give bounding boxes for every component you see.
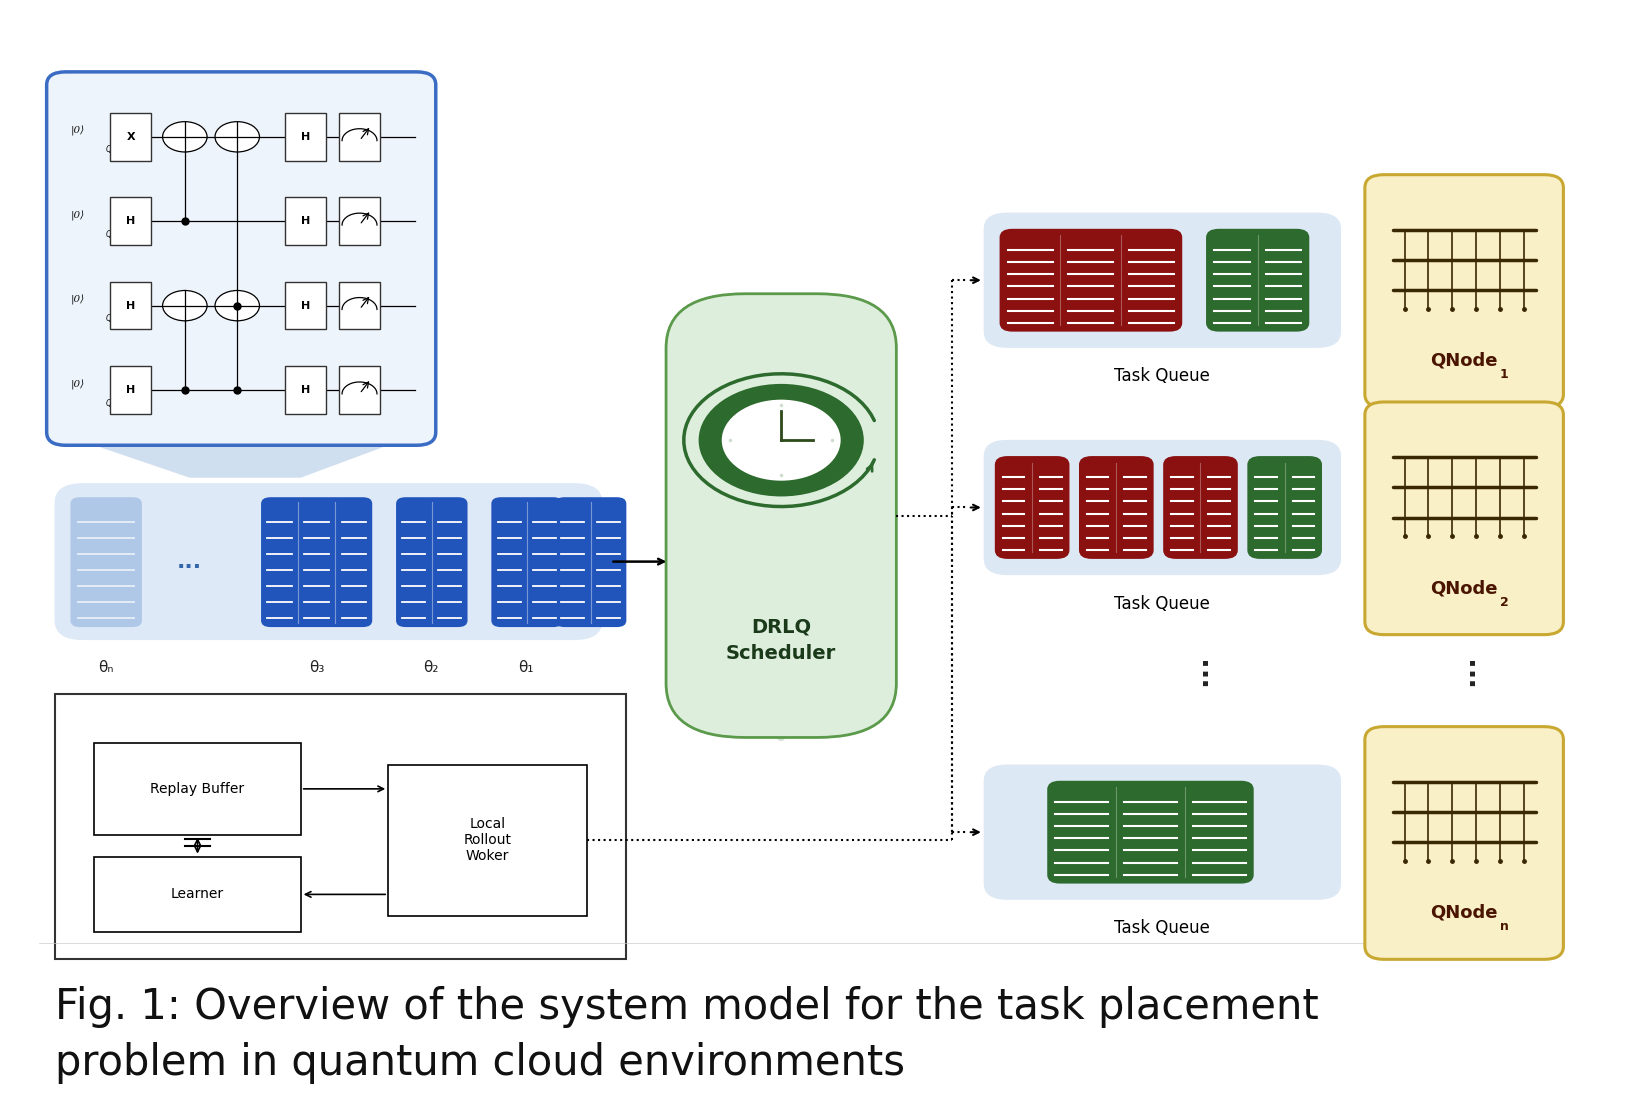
Text: |0⟩: |0⟩ — [70, 379, 85, 389]
Bar — [95, 743, 301, 835]
Text: Q0: Q0 — [105, 146, 116, 155]
FancyBboxPatch shape — [54, 483, 602, 641]
Text: Replay Buffer: Replay Buffer — [151, 782, 245, 796]
Text: H: H — [301, 385, 311, 395]
Text: |0⟩: |0⟩ — [70, 295, 85, 306]
Text: Local
Rollout
Woker: Local Rollout Woker — [463, 817, 512, 864]
FancyBboxPatch shape — [983, 440, 1342, 575]
FancyBboxPatch shape — [983, 212, 1342, 348]
Bar — [54, 694, 627, 960]
Circle shape — [721, 399, 841, 480]
Text: n: n — [1500, 921, 1508, 933]
Text: QNode: QNode — [1430, 904, 1499, 922]
Bar — [95, 856, 301, 932]
FancyBboxPatch shape — [491, 497, 563, 627]
Text: Learner: Learner — [172, 887, 224, 902]
Polygon shape — [95, 445, 388, 478]
FancyBboxPatch shape — [995, 456, 1070, 559]
Bar — [285, 281, 326, 329]
FancyBboxPatch shape — [47, 72, 435, 445]
Text: Task Queue: Task Queue — [1114, 595, 1211, 613]
Circle shape — [214, 290, 260, 320]
Text: Task Queue: Task Queue — [1114, 920, 1211, 937]
Text: Q1: Q1 — [105, 230, 116, 239]
Text: X: X — [126, 132, 136, 142]
Text: ...: ... — [177, 552, 203, 572]
FancyBboxPatch shape — [1206, 229, 1309, 331]
Text: θ₃: θ₃ — [309, 659, 324, 675]
Text: Quantum Tasks
(QTasks): Quantum Tasks (QTasks) — [226, 699, 368, 738]
Text: H: H — [126, 300, 136, 310]
Text: QNode: QNode — [1430, 351, 1499, 370]
Text: Task Queue: Task Queue — [1114, 367, 1211, 386]
Text: θ₁: θ₁ — [519, 659, 533, 675]
FancyBboxPatch shape — [983, 765, 1342, 900]
Bar — [285, 113, 326, 160]
Bar — [388, 765, 587, 916]
Text: ...: ... — [1184, 654, 1212, 686]
Text: ...: ... — [1451, 654, 1479, 686]
FancyBboxPatch shape — [1247, 456, 1322, 559]
Text: 2: 2 — [1500, 596, 1508, 608]
Bar — [110, 366, 152, 414]
FancyBboxPatch shape — [666, 294, 897, 737]
Text: θ₂: θ₂ — [424, 659, 438, 675]
Text: H: H — [301, 216, 311, 226]
Bar — [339, 281, 380, 329]
FancyBboxPatch shape — [262, 497, 373, 627]
Text: Q3: Q3 — [105, 399, 116, 408]
Bar — [339, 366, 380, 414]
FancyBboxPatch shape — [1080, 456, 1153, 559]
Text: H: H — [126, 385, 136, 395]
FancyBboxPatch shape — [555, 497, 627, 627]
FancyBboxPatch shape — [1163, 456, 1238, 559]
FancyBboxPatch shape — [1047, 781, 1253, 884]
Bar — [285, 198, 326, 245]
Text: H: H — [126, 216, 136, 226]
Text: DRLQ
Scheduler: DRLQ Scheduler — [726, 617, 836, 663]
Bar — [285, 366, 326, 414]
FancyBboxPatch shape — [1364, 175, 1564, 407]
FancyBboxPatch shape — [396, 497, 468, 627]
Circle shape — [162, 121, 208, 152]
Text: |0⟩: |0⟩ — [70, 211, 85, 221]
Text: QNode: QNode — [1430, 579, 1499, 597]
FancyBboxPatch shape — [1000, 229, 1183, 331]
FancyBboxPatch shape — [1364, 401, 1564, 635]
Circle shape — [214, 121, 260, 152]
Text: |0⟩: |0⟩ — [70, 127, 85, 137]
Text: H: H — [301, 132, 311, 142]
FancyBboxPatch shape — [70, 497, 142, 627]
Text: 1: 1 — [1500, 368, 1508, 381]
FancyBboxPatch shape — [1364, 726, 1564, 960]
Text: Q2: Q2 — [105, 315, 116, 324]
Text: Fig. 1: Overview of the system model for the task placement
problem in quantum c: Fig. 1: Overview of the system model for… — [54, 986, 1319, 1083]
Bar — [110, 281, 152, 329]
Circle shape — [162, 290, 208, 320]
Text: θₙ: θₙ — [98, 659, 113, 675]
Text: H: H — [301, 300, 311, 310]
Bar — [339, 113, 380, 160]
Bar — [110, 198, 152, 245]
Bar — [339, 198, 380, 245]
Bar — [110, 113, 152, 160]
Circle shape — [699, 384, 864, 496]
